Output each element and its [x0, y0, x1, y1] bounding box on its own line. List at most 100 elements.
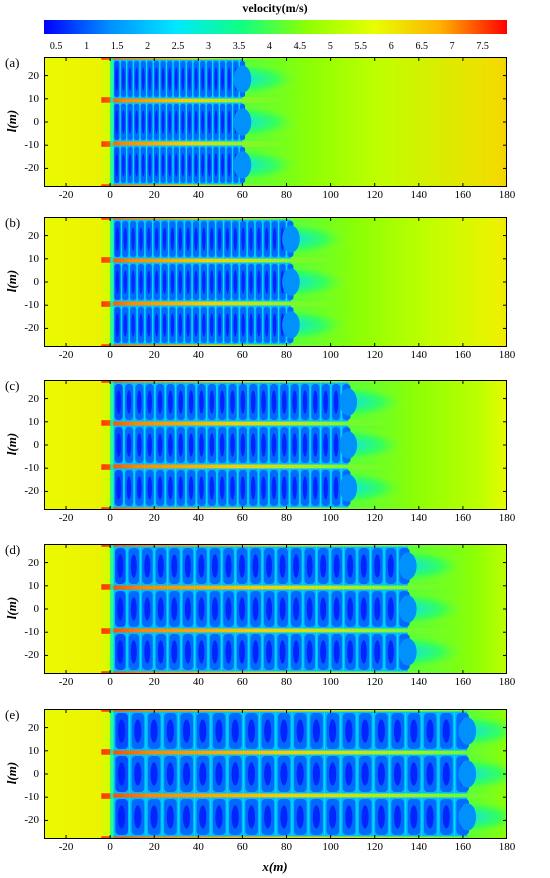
net-cell-core: [214, 153, 218, 177]
net-cell-core: [154, 67, 158, 91]
x-tick-label: 180: [498, 189, 516, 201]
net-cell-core: [231, 719, 239, 743]
x-tick-label: 180: [498, 841, 516, 853]
net-row-tail: [233, 65, 252, 93]
net-cell-core: [161, 153, 165, 177]
net-cell-core: [249, 270, 253, 294]
net-cell-core: [296, 805, 304, 829]
net-cell-core: [209, 476, 215, 500]
x-tick-label: 20: [148, 189, 160, 201]
net-cell-core: [201, 110, 205, 134]
net-cell-core: [279, 640, 286, 664]
x-tick-label: 40: [192, 189, 204, 201]
x-tick-label: 0: [107, 841, 113, 853]
net-cell-core: [131, 313, 135, 337]
net-cell-core: [345, 719, 353, 743]
gap-jet: [101, 380, 393, 383]
gap-jet: [101, 420, 393, 426]
y-tick-label: 10: [28, 579, 39, 592]
x-tick-label: 20: [148, 841, 160, 853]
x-tick-label: 0: [107, 676, 113, 688]
net-row-tail: [458, 803, 477, 831]
net-row-tail: [339, 388, 358, 416]
x-tick-label: 120: [366, 676, 383, 688]
colorbar-tick-label: 4.5: [293, 41, 307, 52]
y-tick-label: 10: [28, 252, 39, 265]
net-cell-core: [347, 640, 354, 664]
net-cell-core: [217, 227, 222, 251]
net-cell-core: [387, 597, 394, 621]
x-tick-label: 140: [410, 676, 428, 688]
net-cell-core: [166, 719, 174, 743]
net-cell-core: [154, 270, 159, 294]
colorbar-tick-label: 7: [449, 41, 455, 52]
net-cell-core: [157, 433, 163, 457]
x-tick-label: 140: [410, 512, 428, 524]
x-tick-label: 100: [322, 349, 339, 361]
net-cell-core: [209, 313, 214, 337]
net-cell-core: [128, 110, 132, 134]
net-cell-core: [130, 554, 137, 578]
x-tick-label: 80: [281, 676, 293, 688]
net-cell-core: [410, 762, 418, 786]
net-cell-core: [182, 762, 191, 786]
net-cell-core: [247, 719, 256, 743]
net-cell-core: [116, 433, 121, 457]
y-tick-label: 10: [28, 744, 39, 757]
net-cell-core: [116, 476, 121, 500]
net-cell-core: [312, 719, 320, 743]
net-cell-core: [202, 313, 206, 337]
net-cell-core: [261, 433, 266, 457]
net-cell-core: [257, 270, 261, 294]
net-cell-core: [117, 762, 126, 786]
net-cell-core: [280, 719, 288, 743]
net-cell-core: [360, 597, 367, 621]
velocity-field-plot: [44, 217, 507, 347]
net-cell-core: [281, 390, 287, 414]
net-cell-core: [240, 476, 246, 500]
velocity-field-plot: [44, 380, 507, 510]
net-cell-core: [227, 67, 231, 91]
x-tick-label: 40: [192, 512, 204, 524]
x-tick-label: 140: [410, 841, 428, 853]
y-tick-label: -10: [24, 299, 39, 312]
net-cell-core: [141, 153, 145, 177]
net-cell-core: [257, 313, 261, 337]
net-cell-core: [211, 640, 218, 664]
net-cell-core: [168, 390, 173, 414]
net-cell-core: [194, 270, 198, 294]
net-cell-core: [264, 719, 272, 743]
net-cell-core: [171, 640, 178, 664]
net-cell-core: [374, 554, 381, 578]
net-cell-core: [116, 390, 121, 414]
net-cell-core: [361, 805, 369, 829]
net-cell-core: [147, 476, 152, 500]
net-cell-core: [293, 597, 300, 621]
net-cell-core: [442, 762, 450, 786]
net-cell-core: [209, 390, 215, 414]
net-cell-core: [171, 597, 178, 621]
net-cell-core: [410, 805, 418, 829]
net-cell-core: [252, 597, 259, 621]
net-cell-core: [188, 110, 191, 134]
net-cell-core: [261, 476, 266, 500]
net-cell-core: [162, 313, 167, 337]
x-tick-label: -20: [58, 512, 74, 524]
net-cell-core: [188, 476, 194, 500]
net-cell-core: [134, 719, 142, 743]
velocity-field-plot: [44, 709, 507, 839]
x-tick-label: 0: [107, 189, 113, 201]
net-cell-core: [221, 153, 225, 177]
net-cell-core: [126, 476, 132, 500]
net-cell-core: [135, 153, 139, 177]
net-row-tail: [398, 638, 417, 666]
net-cell-core: [302, 476, 308, 500]
net-cell-core: [306, 597, 313, 621]
net-cell-core: [201, 153, 205, 177]
net-cell-core: [123, 313, 127, 337]
net-cell-core: [181, 153, 185, 177]
net-cell-core: [157, 554, 164, 578]
net-cell-core: [292, 433, 297, 457]
gap-jet: [101, 301, 336, 307]
net-cell-core: [442, 805, 450, 829]
